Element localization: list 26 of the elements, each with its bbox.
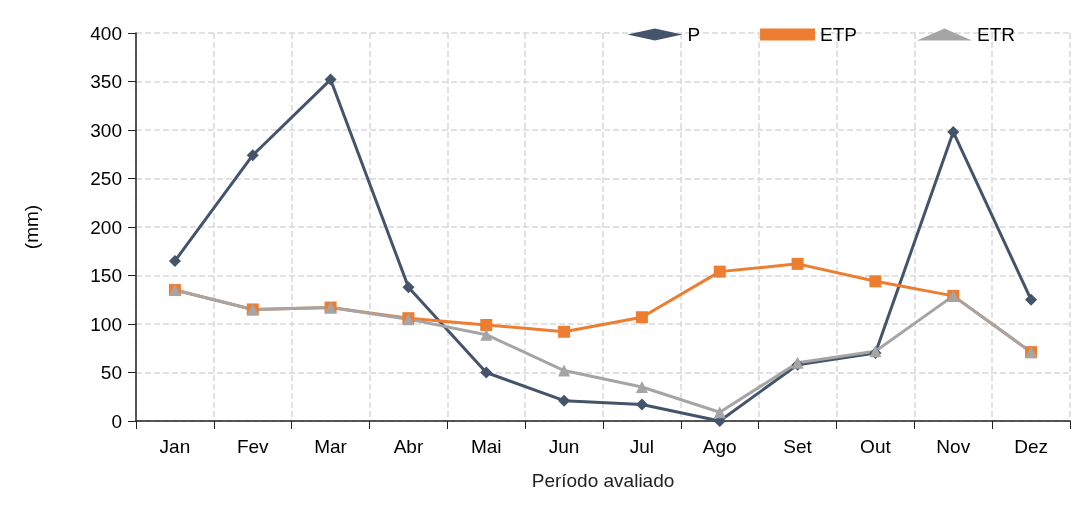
y-tick-label: 250 <box>90 168 122 189</box>
x-tick-label: Out <box>860 436 892 457</box>
y-tick-label: 50 <box>100 362 122 383</box>
x-tick-label: Jul <box>629 436 655 457</box>
x-tick-label: Jan <box>159 436 191 457</box>
x-tick-label: Mar <box>314 436 348 457</box>
y-tick-label: 350 <box>90 71 122 92</box>
y-axis-title: (mm) <box>21 204 42 250</box>
y-tick-label: 300 <box>90 119 122 141</box>
x-tick-label: Dez <box>1014 436 1048 457</box>
x-axis-title: Período avaliado <box>531 470 675 491</box>
legend-label: P <box>687 24 701 45</box>
y-tick-label: 150 <box>90 265 122 286</box>
y-tick-label: 100 <box>90 313 122 335</box>
x-tick-label: Mai <box>470 436 502 457</box>
legend-label: ETR <box>977 24 1015 45</box>
x-tick-label: Set <box>783 436 813 457</box>
y-tick-label: 200 <box>90 216 122 238</box>
x-tick-label: Abr <box>393 436 424 457</box>
x-tick-label: Jun <box>548 436 580 457</box>
y-tick-label: 0 <box>111 410 122 432</box>
x-tick-label: Ago <box>702 436 737 457</box>
x-tick-label: Nov <box>936 436 971 457</box>
legend-label: ETP <box>820 24 857 45</box>
y-tick-label: 400 <box>90 22 122 44</box>
x-tick-label: Fev <box>236 436 270 457</box>
